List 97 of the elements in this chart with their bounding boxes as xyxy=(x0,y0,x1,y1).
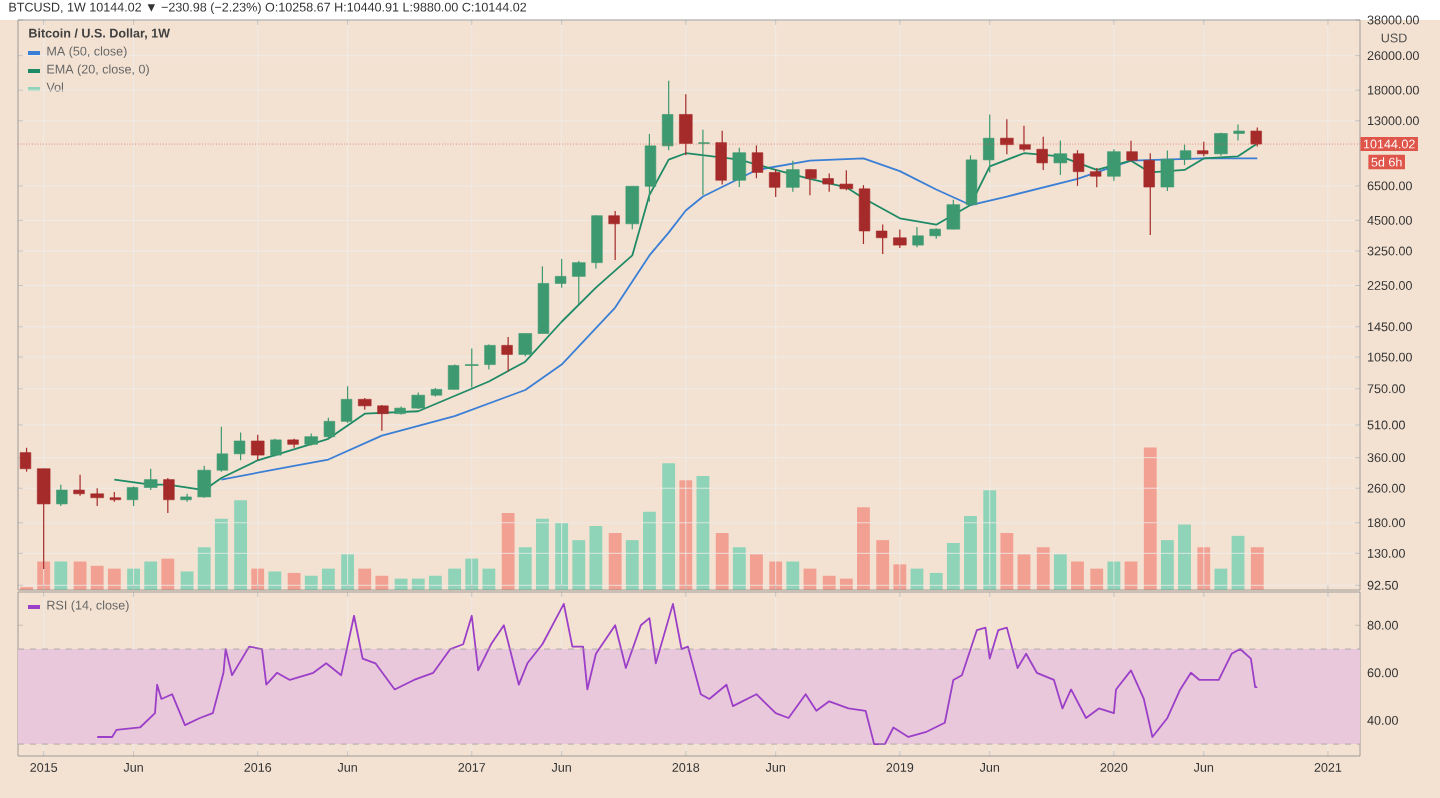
candlestick xyxy=(1090,167,1102,188)
bar xyxy=(589,525,603,590)
bar xyxy=(1071,561,1084,590)
bar xyxy=(482,568,496,590)
bar xyxy=(1143,447,1157,590)
candlestick xyxy=(946,199,961,230)
bar xyxy=(107,568,121,590)
candlestick xyxy=(893,229,907,249)
candlestick xyxy=(858,184,871,245)
bar xyxy=(535,518,549,590)
bar xyxy=(144,561,158,590)
candlestick xyxy=(251,434,265,461)
bar xyxy=(268,571,282,590)
candlestick xyxy=(216,426,229,473)
bar xyxy=(964,515,977,590)
bar xyxy=(715,533,729,590)
candlestick xyxy=(1019,125,1031,152)
candlestick xyxy=(1053,139,1068,176)
line-series xyxy=(96,602,1259,746)
candlestick xyxy=(698,129,710,196)
candlestick xyxy=(965,154,978,206)
candlestick xyxy=(126,485,139,507)
candlestick xyxy=(447,363,460,390)
candlestick xyxy=(197,465,211,499)
candlestick xyxy=(377,404,389,432)
bar xyxy=(234,500,248,590)
bar xyxy=(876,540,890,590)
bar xyxy=(1036,547,1050,590)
bar xyxy=(180,571,194,590)
bar xyxy=(321,568,335,590)
bar xyxy=(1214,568,1228,590)
bar xyxy=(662,463,676,590)
candlestick xyxy=(163,477,175,514)
bar xyxy=(518,547,532,590)
candlestick xyxy=(56,484,68,507)
bar xyxy=(358,568,372,590)
candlestick xyxy=(323,417,336,440)
bar xyxy=(946,542,960,590)
bar xyxy=(732,547,746,590)
bar xyxy=(750,554,763,590)
bar xyxy=(572,540,586,590)
bar xyxy=(857,507,870,590)
candlestick xyxy=(484,343,496,371)
bar xyxy=(1000,533,1014,590)
bar xyxy=(54,561,68,590)
bar xyxy=(448,568,462,590)
candlestick xyxy=(875,223,888,255)
candlestick xyxy=(1250,126,1262,148)
candlestick xyxy=(1107,148,1121,182)
candlestick xyxy=(1179,144,1192,166)
candlestick xyxy=(1143,152,1155,236)
candlestick xyxy=(501,336,513,373)
bar xyxy=(1250,547,1264,590)
candlestick xyxy=(554,258,567,289)
candlestick xyxy=(805,168,817,196)
candlestick xyxy=(572,260,586,305)
candlestick xyxy=(732,147,747,188)
candlestick xyxy=(340,385,353,424)
bar xyxy=(1160,540,1174,590)
bar xyxy=(642,511,656,590)
candlestick xyxy=(786,160,800,193)
candlestick xyxy=(768,168,781,198)
candlestick xyxy=(751,144,764,179)
candlestick xyxy=(661,80,674,151)
bar xyxy=(214,518,228,590)
bar xyxy=(1053,554,1067,590)
bar xyxy=(786,561,800,590)
candlestick xyxy=(715,130,727,186)
bar xyxy=(501,513,515,590)
candlestick xyxy=(73,474,85,497)
candlestick xyxy=(608,210,620,261)
candlestick xyxy=(19,447,32,473)
candlestick xyxy=(1233,123,1245,142)
bar xyxy=(1090,568,1104,590)
candlestick xyxy=(839,169,854,191)
candlestick xyxy=(679,93,693,156)
candlestick xyxy=(983,113,995,174)
bar xyxy=(1178,524,1191,590)
candlestick xyxy=(1072,149,1085,187)
bar xyxy=(608,533,622,590)
candlestick xyxy=(518,332,532,357)
bar xyxy=(625,540,639,590)
candlestick xyxy=(625,185,640,230)
candlestick xyxy=(644,133,657,203)
candlestick xyxy=(143,468,158,491)
candlestick xyxy=(1160,149,1175,192)
candlestick xyxy=(1036,136,1048,171)
candlestick xyxy=(465,347,479,389)
candlestick xyxy=(1000,118,1014,155)
candlestick xyxy=(912,226,924,248)
bar xyxy=(90,565,104,590)
candlestick xyxy=(591,214,603,269)
candlestick xyxy=(233,432,246,461)
bar xyxy=(197,547,211,590)
candlestick xyxy=(822,172,834,193)
bar xyxy=(161,558,175,590)
bar xyxy=(983,490,997,590)
